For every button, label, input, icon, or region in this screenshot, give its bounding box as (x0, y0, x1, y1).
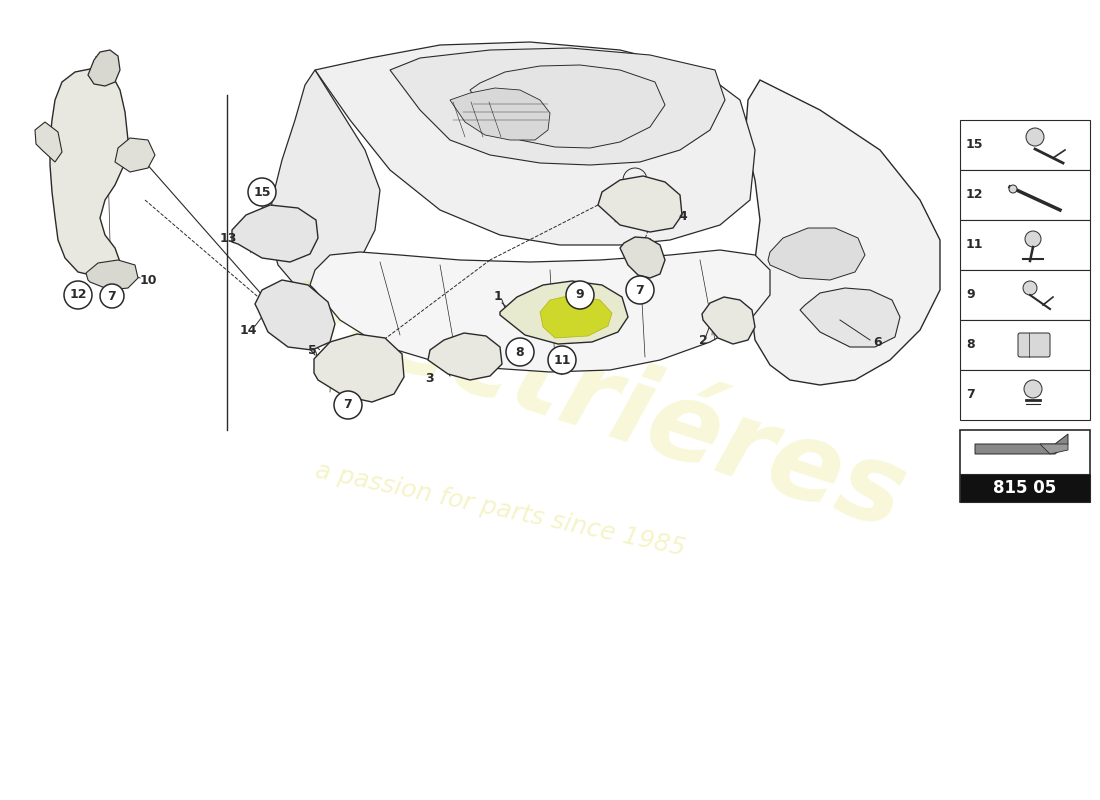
Text: 11: 11 (553, 354, 571, 366)
Polygon shape (500, 281, 628, 344)
Polygon shape (232, 205, 318, 262)
Circle shape (1026, 128, 1044, 146)
Polygon shape (390, 48, 725, 165)
Polygon shape (116, 138, 155, 172)
Text: 1: 1 (494, 290, 503, 303)
Circle shape (100, 284, 124, 308)
Text: 7: 7 (343, 398, 352, 411)
Bar (960, 120, 1090, 170)
Text: 5: 5 (308, 343, 317, 357)
Bar (960, 270, 1090, 320)
FancyBboxPatch shape (1018, 333, 1050, 357)
Text: 2: 2 (698, 334, 707, 346)
Polygon shape (975, 434, 1068, 454)
Text: 7: 7 (636, 283, 645, 297)
Polygon shape (598, 176, 682, 232)
Bar (960, 220, 1090, 270)
Polygon shape (310, 250, 770, 372)
Text: 4: 4 (679, 210, 688, 223)
Circle shape (1009, 185, 1018, 193)
Polygon shape (255, 280, 336, 350)
Text: 7: 7 (108, 290, 117, 302)
Polygon shape (702, 297, 755, 344)
Bar (960, 320, 1090, 370)
Text: 9: 9 (966, 289, 975, 302)
Text: 7: 7 (966, 389, 975, 402)
Circle shape (548, 346, 576, 374)
Polygon shape (270, 70, 380, 290)
Circle shape (506, 338, 534, 366)
Circle shape (1023, 281, 1037, 295)
Polygon shape (470, 65, 666, 148)
Polygon shape (540, 295, 612, 338)
Text: electriéres: electriéres (262, 248, 918, 552)
Text: 12: 12 (69, 289, 87, 302)
Circle shape (64, 281, 92, 309)
Text: 6: 6 (873, 335, 882, 349)
Circle shape (623, 168, 647, 192)
Circle shape (334, 391, 362, 419)
Text: 8: 8 (516, 346, 525, 358)
Circle shape (566, 281, 594, 309)
Text: 12: 12 (966, 189, 983, 202)
Bar (960, 474, 1090, 502)
Text: 14: 14 (240, 323, 256, 337)
Polygon shape (428, 333, 502, 380)
Text: 8: 8 (966, 338, 975, 351)
Polygon shape (800, 288, 900, 347)
Text: 11: 11 (966, 238, 983, 251)
Bar (960, 170, 1090, 220)
Polygon shape (450, 88, 550, 140)
Text: 15: 15 (966, 138, 983, 151)
Polygon shape (315, 42, 755, 245)
Text: 15: 15 (253, 186, 271, 198)
Circle shape (626, 276, 654, 304)
Bar (960, 430, 1090, 502)
Polygon shape (88, 50, 120, 86)
Circle shape (248, 178, 276, 206)
Polygon shape (620, 237, 666, 278)
Text: 9: 9 (575, 289, 584, 302)
Text: 3: 3 (426, 371, 434, 385)
Polygon shape (314, 334, 404, 402)
Text: 13: 13 (219, 231, 236, 245)
Polygon shape (50, 68, 128, 276)
Polygon shape (86, 260, 138, 290)
Text: a passion for parts since 1985: a passion for parts since 1985 (312, 459, 688, 561)
Polygon shape (35, 122, 62, 162)
Circle shape (1025, 231, 1041, 247)
Polygon shape (768, 228, 865, 280)
Text: 10: 10 (140, 274, 156, 286)
Text: 815 05: 815 05 (993, 479, 1057, 497)
Polygon shape (745, 80, 940, 385)
Polygon shape (1040, 444, 1068, 454)
Circle shape (1024, 380, 1042, 398)
Bar (960, 370, 1090, 420)
